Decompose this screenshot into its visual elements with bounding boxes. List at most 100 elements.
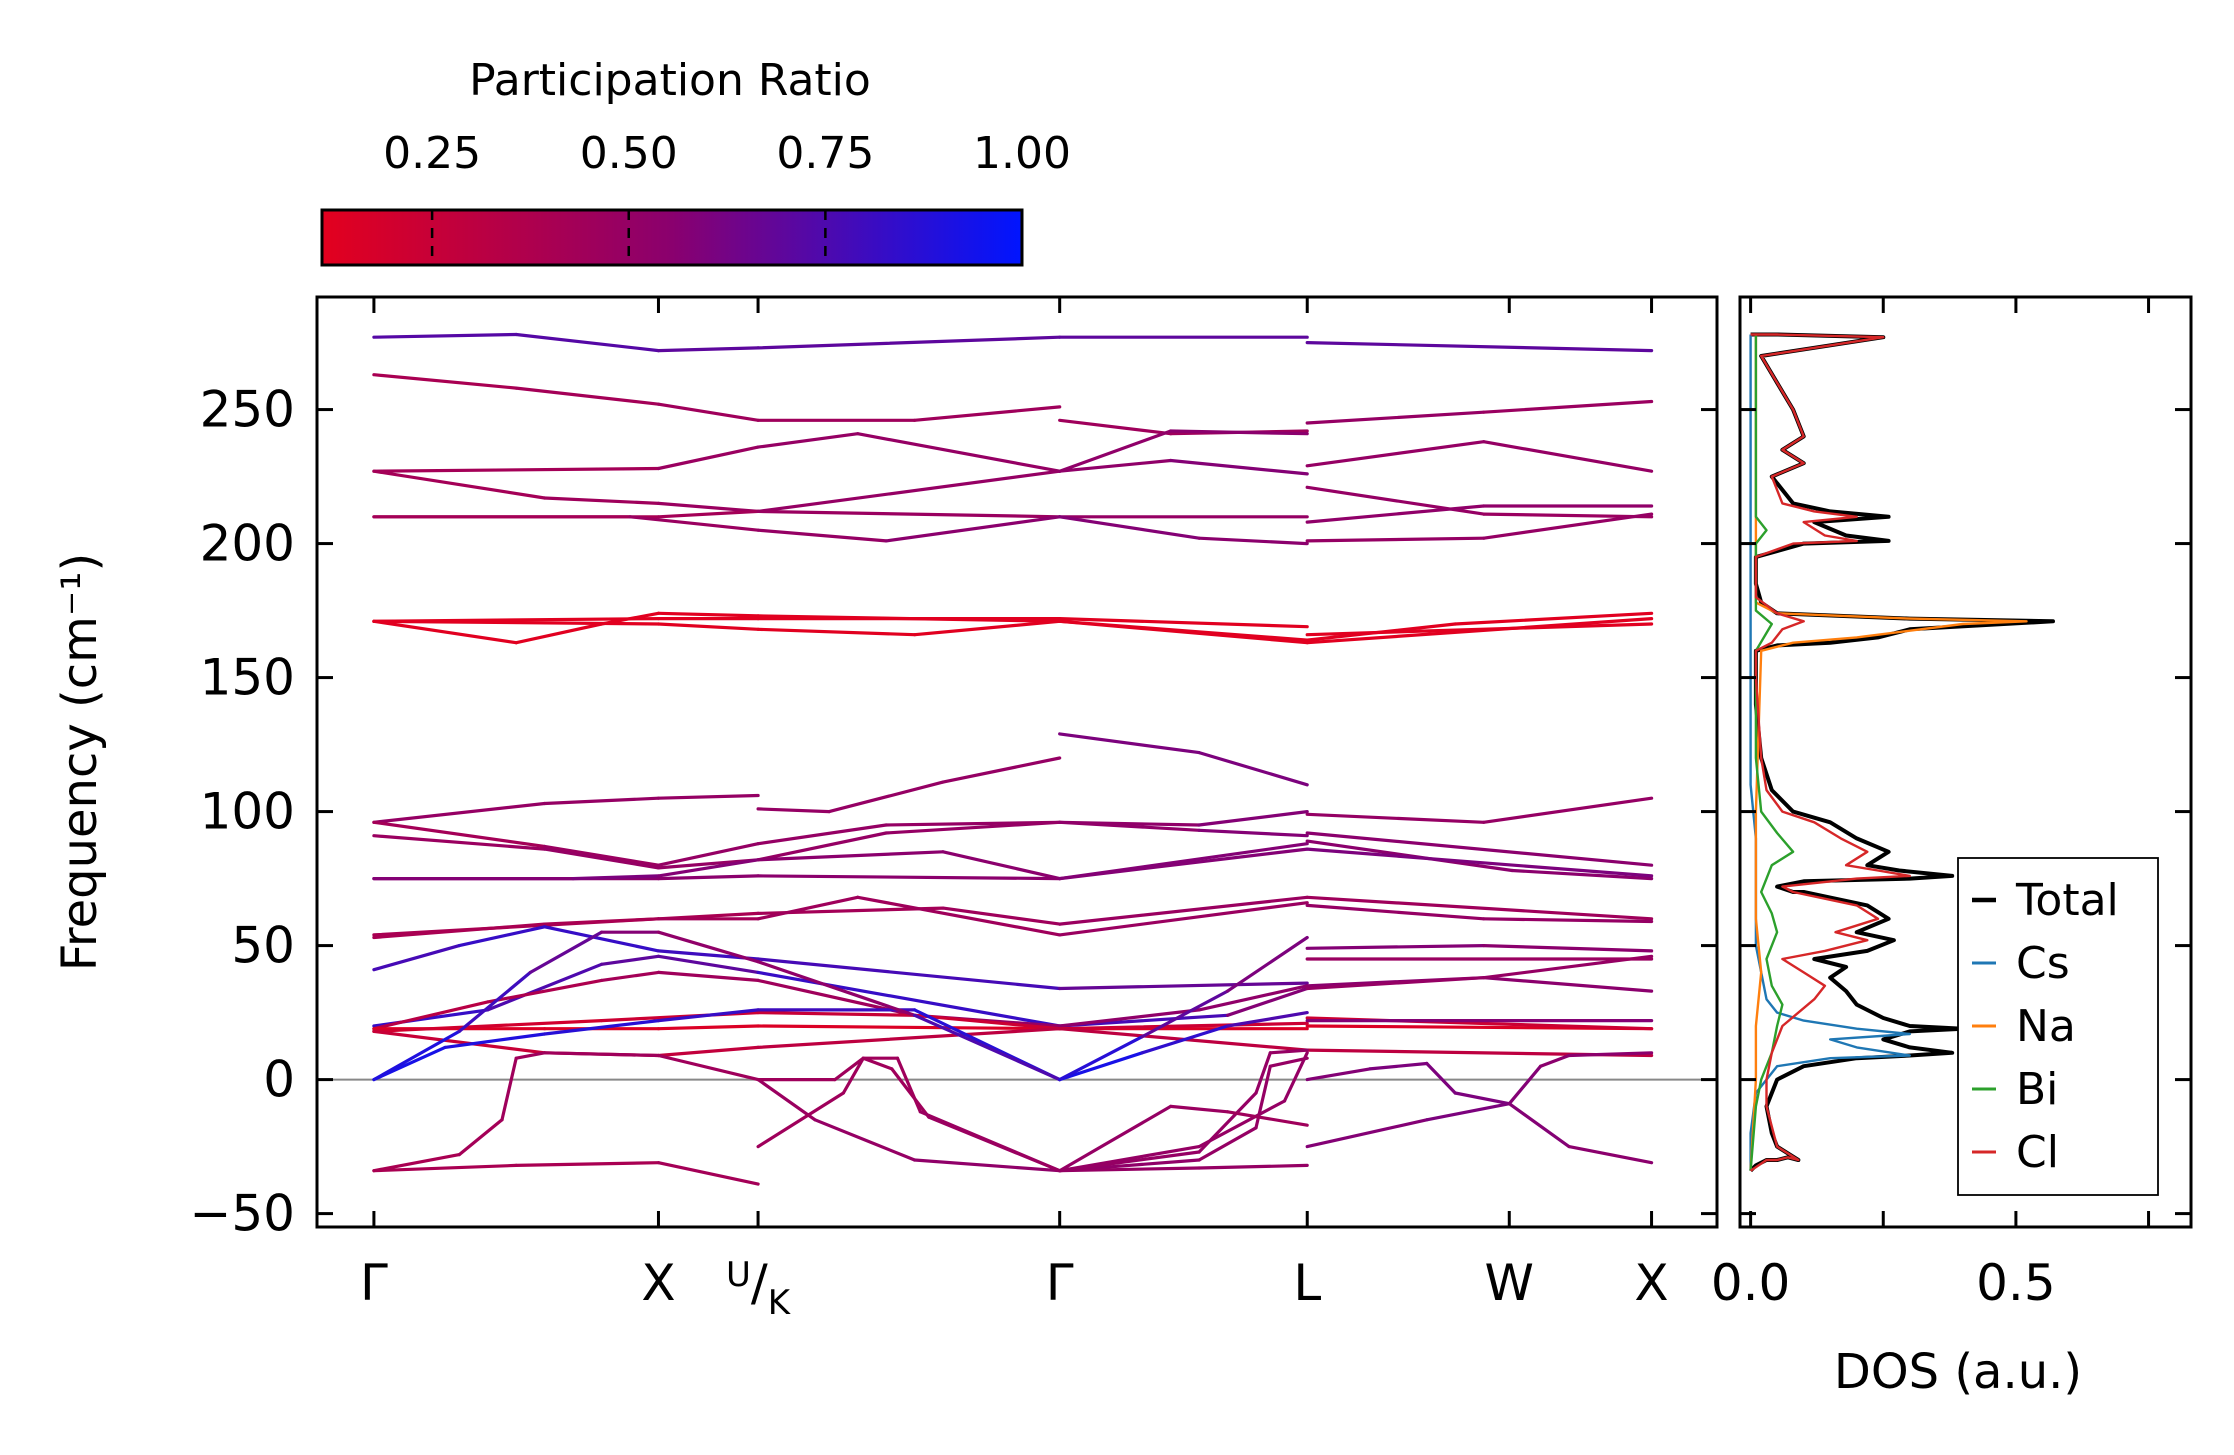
band-s4-seg bbox=[1058, 429, 1173, 473]
k-point-label: Γ bbox=[1046, 1254, 1074, 1312]
band-s12-seg bbox=[756, 807, 831, 814]
band-s1-seg bbox=[1305, 341, 1654, 353]
dos-panel: 0.0 0.5 DOS (a.u.) Total Cs Na Bi Cl bbox=[1711, 295, 2193, 1400]
band-s17-seg bbox=[756, 850, 945, 862]
band-s14-seg bbox=[1197, 809, 1309, 827]
band-s5-seg bbox=[756, 509, 1062, 519]
band-s1-seg bbox=[756, 335, 1062, 350]
band-s26-seg bbox=[656, 1008, 760, 1023]
band-s25-seg bbox=[756, 1027, 1062, 1050]
band-s10-seg bbox=[756, 627, 917, 637]
band-s28-seg bbox=[457, 1118, 504, 1157]
band-s31-seg bbox=[1282, 1051, 1309, 1103]
band-s33-seg bbox=[1225, 1110, 1309, 1127]
band-s6-seg bbox=[1058, 515, 1201, 540]
band-s22-seg bbox=[656, 970, 760, 983]
y-tick-label: 100 bbox=[200, 783, 295, 841]
band-s28-seg bbox=[656, 1053, 760, 1082]
band-s3-seg bbox=[1482, 440, 1654, 473]
band-s24-seg bbox=[912, 1013, 1062, 1031]
dos-x-tick-label: 0.5 bbox=[1976, 1254, 2056, 1312]
y-tick-label: 200 bbox=[200, 515, 295, 573]
band-s28-seg bbox=[542, 1051, 661, 1058]
dos-plot-frame bbox=[1738, 295, 2193, 1229]
band-s20-seg bbox=[457, 925, 547, 948]
band-s15-seg bbox=[1058, 820, 1201, 832]
band-s31-seg bbox=[895, 1056, 922, 1114]
band-s4-seg bbox=[542, 496, 661, 505]
band-s20-seg bbox=[756, 957, 1062, 991]
band-s29-seg bbox=[372, 1163, 518, 1173]
band-lines bbox=[317, 332, 1717, 1186]
band-s14-seg bbox=[656, 842, 760, 867]
band-s35-seg bbox=[1425, 1061, 1457, 1095]
dos-legend: Total Cs Na Bi Cl bbox=[1957, 857, 2159, 1196]
band-axes: −50 0 50 100 150 200 250 Γ X U/K Γ L W X bbox=[189, 295, 1719, 1323]
band-s26-seg bbox=[542, 1018, 661, 1036]
band-s29-seg bbox=[656, 1161, 760, 1186]
band-s10-seg bbox=[372, 619, 661, 626]
band-s20-seg bbox=[542, 925, 661, 953]
band-s11-seg bbox=[372, 801, 547, 824]
band-s3-seg bbox=[656, 445, 760, 471]
band-s4-seg bbox=[756, 469, 1062, 513]
band-s15-seg bbox=[542, 847, 661, 870]
band-s19-seg bbox=[542, 917, 661, 926]
band-s8-seg bbox=[1058, 616, 1309, 629]
band-s20-seg bbox=[1058, 981, 1309, 991]
band-s6-seg bbox=[1305, 536, 1486, 543]
band-s18-seg bbox=[1058, 895, 1309, 926]
band-s13-seg bbox=[1197, 750, 1309, 787]
band-s1-seg bbox=[656, 346, 760, 353]
band-s28-seg bbox=[756, 1077, 817, 1122]
dos-series-na bbox=[1749, 334, 2028, 1171]
y-tick-label: 250 bbox=[200, 381, 295, 439]
k-point-label: U/K bbox=[726, 1254, 792, 1323]
colorbar-gradient bbox=[320, 208, 1024, 267]
band-s17-seg bbox=[1305, 847, 1654, 878]
band-s19-seg bbox=[372, 922, 547, 940]
band-s30-seg bbox=[1058, 1166, 1201, 1173]
band-s35-seg bbox=[1305, 1067, 1372, 1082]
band-s15-seg bbox=[756, 831, 888, 862]
band-s31-seg bbox=[833, 1056, 865, 1082]
band-s23-seg bbox=[656, 1024, 760, 1031]
colorbar: Participation Ratio 0.25 0.50 0.75 1.00 bbox=[320, 55, 1071, 267]
band-s1-seg bbox=[372, 332, 518, 339]
dos-series-cs bbox=[1749, 334, 1911, 1171]
band-s10-seg bbox=[912, 619, 1062, 637]
band-s27-seg bbox=[912, 1013, 1062, 1082]
band-s17-seg bbox=[656, 858, 760, 878]
band-s27-seg bbox=[1058, 1035, 1144, 1082]
colorbar-tick-label: 0.75 bbox=[776, 128, 874, 179]
band-s9-seg bbox=[1453, 611, 1654, 626]
band-s34-seg bbox=[1425, 1102, 1511, 1122]
dos-lines bbox=[1749, 332, 2055, 1173]
y-tick-label: 150 bbox=[200, 649, 295, 707]
band-s33-seg bbox=[1058, 1104, 1173, 1173]
band-s10-seg bbox=[656, 622, 760, 631]
colorbar-title: Participation Ratio bbox=[469, 55, 871, 106]
band-s16-seg bbox=[1510, 868, 1654, 881]
band-s28-seg bbox=[1268, 1056, 1309, 1068]
band-s32-seg bbox=[1254, 1051, 1272, 1095]
k-point-label: L bbox=[1293, 1254, 1321, 1312]
band-s14-seg bbox=[542, 844, 661, 867]
band-s18-seg bbox=[941, 906, 1062, 926]
band-s16-seg bbox=[756, 874, 1062, 881]
band-s10-seg bbox=[1305, 622, 1654, 637]
band-s2-seg bbox=[1058, 418, 1173, 436]
y-axis-label: Frequency (cm⁻¹) bbox=[52, 553, 108, 971]
band-s22-seg bbox=[1197, 984, 1309, 1012]
band-s22-seg bbox=[372, 1000, 490, 1031]
band-s3-seg bbox=[1058, 458, 1173, 473]
colorbar-ticks: 0.25 0.50 0.75 1.00 bbox=[383, 128, 1071, 265]
band-s17-seg bbox=[571, 874, 661, 881]
band-s27-seg bbox=[372, 1029, 461, 1082]
band-s34-seg bbox=[1567, 1051, 1654, 1058]
band-s27-seg bbox=[756, 960, 917, 1017]
band-s32-seg bbox=[1058, 1150, 1201, 1173]
band-s3-seg bbox=[756, 432, 860, 449]
band-s34-seg bbox=[1538, 1053, 1571, 1068]
